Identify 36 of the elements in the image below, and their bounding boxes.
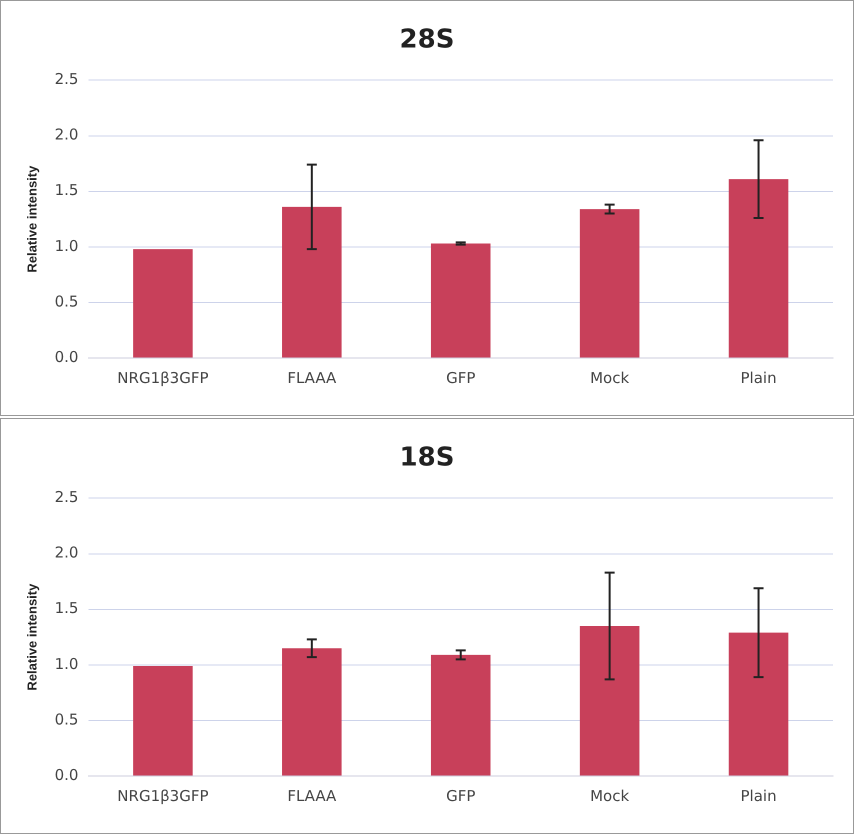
y-tick-label: 0.5	[54, 710, 78, 728]
y-tick-label: 1.5	[54, 599, 78, 618]
y-tick-label: 1.5	[54, 181, 78, 200]
x-tick-label: NRG1β3GFP	[117, 786, 209, 805]
bar	[580, 209, 640, 358]
x-tick-label: GFP	[446, 786, 476, 805]
y-tick-label: 0.0	[54, 348, 78, 366]
bar	[580, 626, 640, 776]
x-tick-label: Mock	[590, 368, 630, 387]
y-tick-label: 1.0	[54, 654, 78, 673]
y-tick-label: 0.0	[54, 766, 78, 784]
bar	[282, 648, 342, 776]
x-tick-label: Plain	[740, 786, 777, 805]
bar	[728, 632, 788, 776]
x-tick-label: FLAAA	[287, 786, 338, 805]
x-tick-label: Mock	[590, 786, 630, 805]
bar	[133, 666, 193, 776]
bar	[282, 206, 342, 358]
y-tick-label: 2.0	[54, 126, 78, 144]
y-tick-label: 2.5	[54, 70, 78, 88]
x-tick-label: FLAAA	[287, 368, 338, 387]
x-tick-label: NRG1β3GFP	[117, 368, 209, 387]
x-tick-label: Plain	[740, 368, 777, 387]
y-tick-label: 0.5	[54, 292, 78, 310]
x-tick-label: GFP	[446, 368, 476, 387]
y-axis-title: Relative intensity	[24, 164, 40, 273]
chart-title: 18S	[400, 442, 454, 472]
chart-title: 28S	[400, 24, 454, 54]
bar	[133, 249, 193, 358]
bar	[430, 244, 491, 358]
y-tick-label: 1.0	[54, 236, 78, 255]
y-axis-title: Relative intensity	[24, 582, 40, 691]
bar	[430, 654, 491, 776]
y-tick-label: 2.5	[54, 488, 78, 506]
y-tick-label: 2.0	[54, 544, 78, 562]
bar	[728, 179, 788, 358]
